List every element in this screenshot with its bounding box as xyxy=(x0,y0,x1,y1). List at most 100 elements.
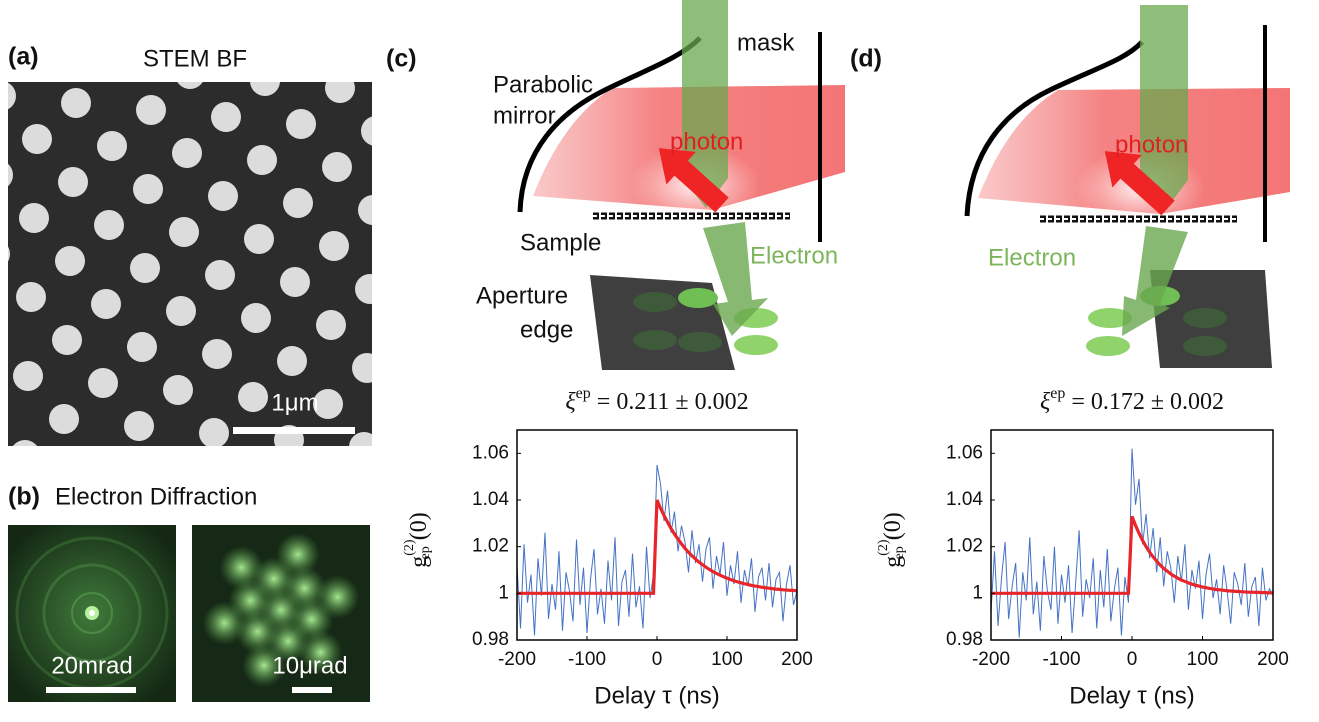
ylabel-subscript: ep xyxy=(892,546,907,559)
label: Electron xyxy=(988,244,1076,271)
ylabel-base: g xyxy=(406,556,432,568)
hole xyxy=(250,82,280,96)
diffraction-disks xyxy=(633,288,778,355)
label: mirror xyxy=(493,102,556,129)
hole xyxy=(133,174,163,204)
photon-arrow xyxy=(658,148,729,213)
hole xyxy=(8,82,16,110)
hole xyxy=(319,231,349,261)
electron-beam xyxy=(682,0,728,208)
y-tick-label: 1 xyxy=(972,582,983,603)
hole xyxy=(286,109,316,139)
hole xyxy=(247,145,277,175)
electron-arrow xyxy=(1122,226,1188,336)
x-tick-label: -200 xyxy=(498,649,536,670)
hole xyxy=(244,224,274,254)
x-tick-label: -100 xyxy=(568,649,606,670)
label: photon xyxy=(1115,131,1188,158)
x-tick-label: 0 xyxy=(1127,649,1138,670)
spot xyxy=(315,574,360,619)
hole xyxy=(94,210,124,240)
title-text: = 0.172 ± 0.002 xyxy=(1071,389,1224,415)
title-text: = 0.211 ± 0.002 xyxy=(597,389,749,415)
panel-label: (a) xyxy=(8,43,39,71)
ylabel-base: g xyxy=(880,556,906,568)
hole xyxy=(127,332,157,362)
ylabel-argument: (0) xyxy=(880,512,906,540)
x-tick-label: 100 xyxy=(711,649,743,670)
parabolic-mirror xyxy=(964,40,1144,217)
y-tick-label: 1.04 xyxy=(946,489,983,510)
hole xyxy=(208,181,238,211)
electron-arrow xyxy=(703,222,768,336)
hole xyxy=(100,52,130,82)
x-tick-label: 200 xyxy=(781,649,813,670)
hole-lattice xyxy=(8,52,372,484)
spot xyxy=(275,532,320,577)
hole xyxy=(322,152,352,182)
panel-label: (b) xyxy=(8,483,40,511)
hole xyxy=(205,260,235,290)
x-tick-label: 100 xyxy=(1187,649,1219,670)
label: Sample xyxy=(520,229,601,256)
hole xyxy=(58,167,88,197)
hole xyxy=(91,289,121,319)
scale-label: 20mrad xyxy=(51,652,132,679)
ylabel-argument: (0) xyxy=(406,512,432,540)
hole xyxy=(85,447,115,477)
hole xyxy=(13,361,43,391)
diffraction-spots xyxy=(202,532,360,688)
title-symbol: ξ xyxy=(1040,389,1051,415)
chart-title: ξep = 0.172 ± 0.002 xyxy=(1040,385,1224,415)
hole xyxy=(22,124,52,154)
hole xyxy=(52,325,82,355)
hole xyxy=(199,418,229,446)
hole xyxy=(241,303,271,333)
hole xyxy=(280,267,310,297)
x-axis-label: Delay τ (ns) xyxy=(594,682,720,709)
hole xyxy=(8,163,13,187)
hole xyxy=(313,389,343,419)
scale-bar xyxy=(233,427,355,434)
label: Aperture xyxy=(476,282,568,309)
data-line xyxy=(517,464,797,636)
hole xyxy=(238,382,268,412)
spot xyxy=(242,643,287,688)
title-superscript: ep xyxy=(576,385,591,402)
hole xyxy=(211,102,241,132)
label: photon xyxy=(670,128,743,155)
hole xyxy=(19,203,49,233)
hole xyxy=(352,353,372,383)
central-spot xyxy=(89,610,95,616)
panel-title: Electron Diffraction xyxy=(55,483,257,510)
hole xyxy=(163,375,193,405)
panel-label: (c) xyxy=(386,45,417,73)
y-tick-label: 1.06 xyxy=(946,442,983,463)
y-tick-label: 1.04 xyxy=(472,489,509,510)
y-tick-label: 1.02 xyxy=(472,536,509,557)
chart-title: ξep = 0.211 ± 0.002 xyxy=(565,385,748,415)
x-tick-label: 0 xyxy=(652,649,663,670)
hole xyxy=(16,282,46,312)
hole xyxy=(97,131,127,161)
y-axis-label: g(2)ep (0) xyxy=(402,512,433,568)
hole xyxy=(166,296,196,326)
aperture-edge xyxy=(590,275,735,370)
photon-arrow xyxy=(1104,151,1175,216)
ylabel-subscript: ep xyxy=(418,546,433,559)
title-superscript: ep xyxy=(1050,385,1065,402)
label: edge xyxy=(520,316,573,343)
title-symbol: ξ xyxy=(565,389,576,415)
data-line xyxy=(517,499,797,595)
hole xyxy=(172,138,202,168)
hole xyxy=(160,454,190,484)
hole xyxy=(277,346,307,376)
scale-bar xyxy=(292,687,332,693)
hole xyxy=(169,217,199,247)
hole xyxy=(361,116,372,146)
x-tick-label: -100 xyxy=(1042,649,1080,670)
hole xyxy=(124,411,154,441)
y-tick-label: 0.98 xyxy=(946,629,983,650)
scale-bar xyxy=(46,687,136,693)
